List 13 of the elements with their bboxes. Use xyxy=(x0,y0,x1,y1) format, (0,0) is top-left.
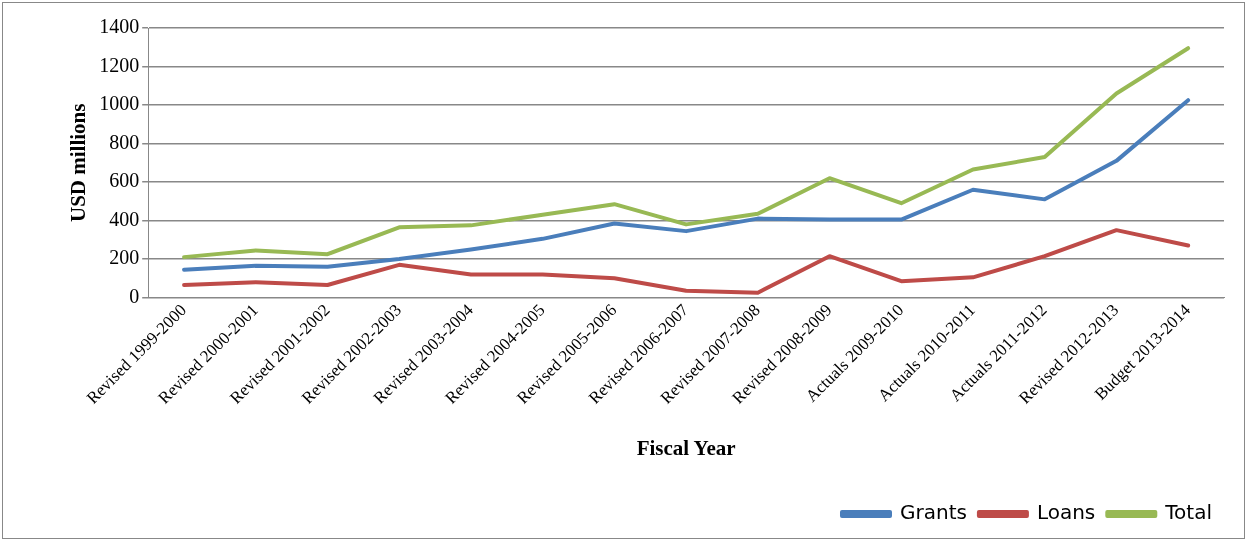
y-tick-label: 600 xyxy=(109,169,140,192)
legend-label: Loans xyxy=(1036,500,1096,525)
y-tick-label: 1000 xyxy=(99,92,140,115)
x-axis-title: Fiscal Year xyxy=(636,435,736,460)
y-tick-label: 800 xyxy=(109,130,140,153)
y-tick-label: 200 xyxy=(109,246,140,269)
y-tick-label: 0 xyxy=(129,284,140,307)
y-axis-title: USD millions xyxy=(66,103,91,222)
y-tick-label: 1200 xyxy=(99,53,140,76)
legend-label: Total xyxy=(1164,500,1213,525)
y-tick-label: 400 xyxy=(109,207,140,230)
legend-label: Grants xyxy=(900,500,967,525)
y-tick-label: 1400 xyxy=(99,15,140,38)
